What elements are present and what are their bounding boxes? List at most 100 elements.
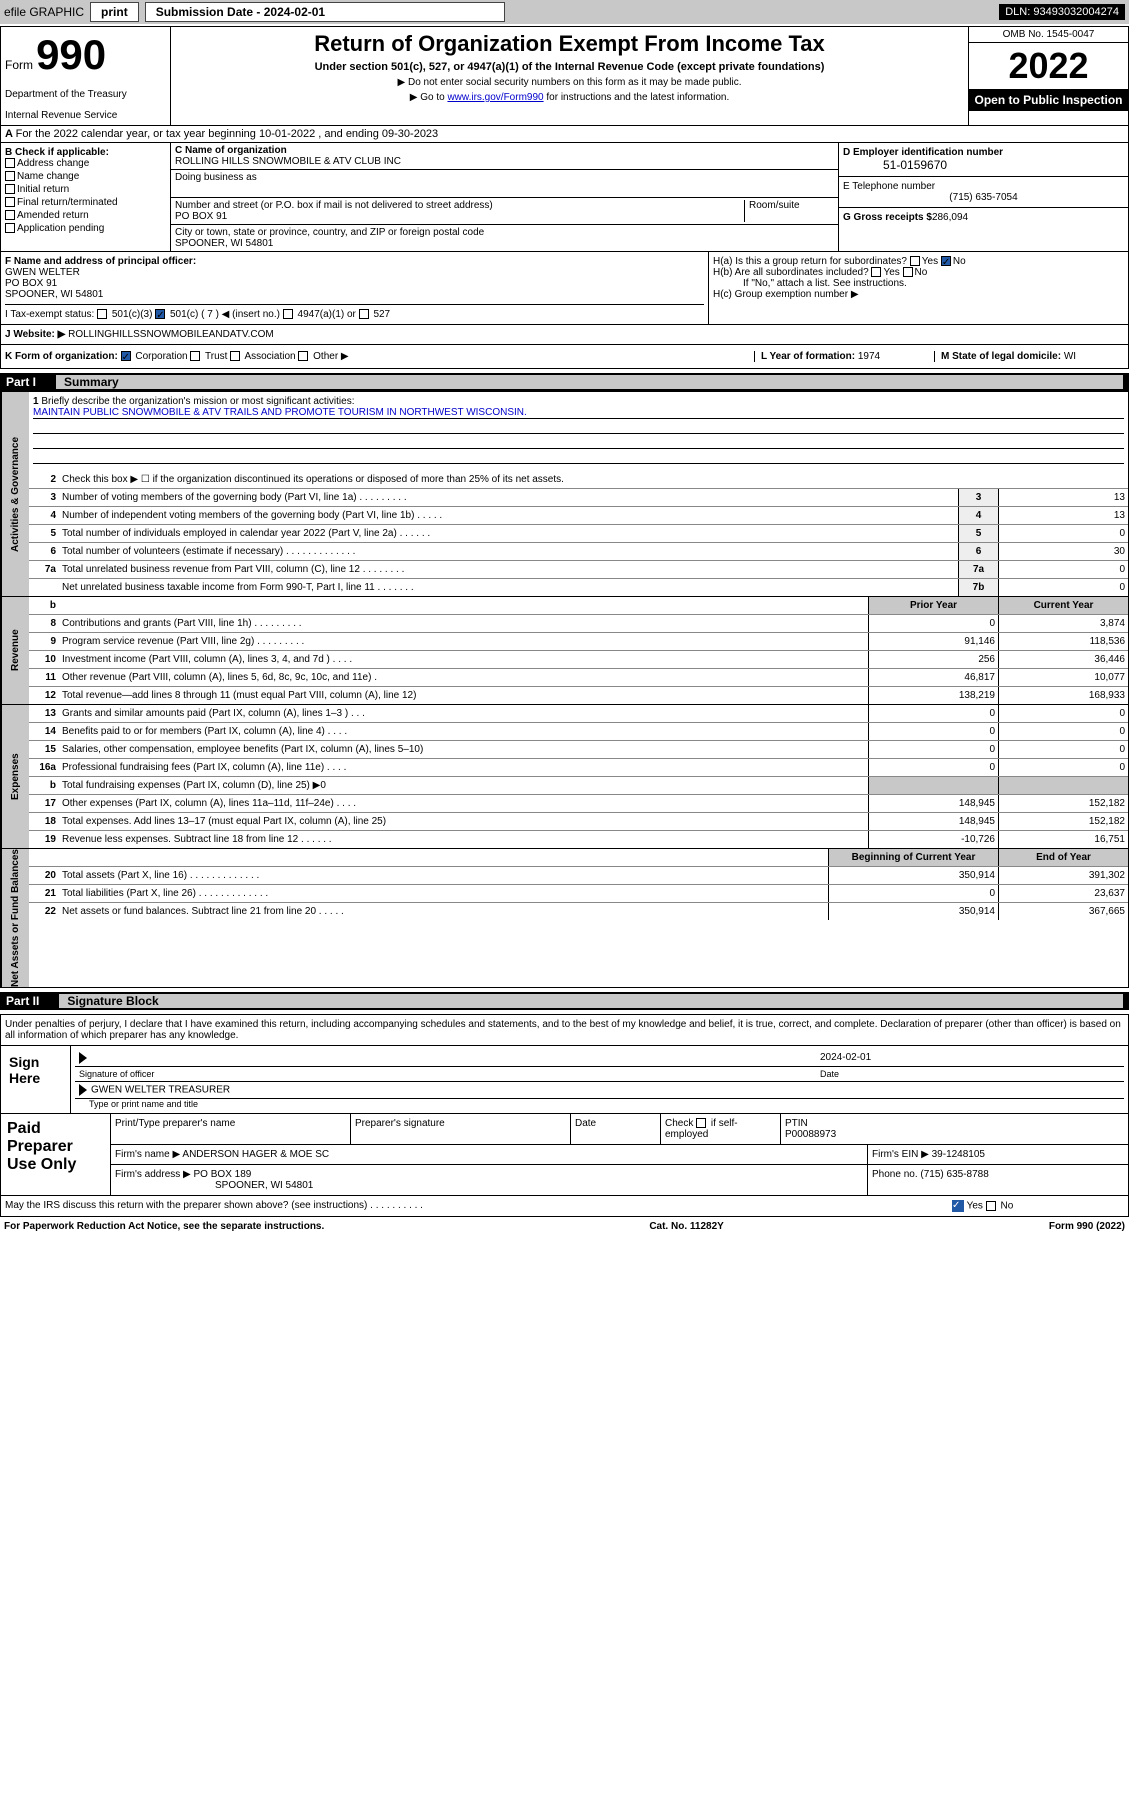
table-row: 10Investment income (Part VIII, column (… xyxy=(29,651,1128,669)
summary-rev: Revenue b Prior Year Current Year 8Contr… xyxy=(0,597,1129,705)
part1-header: Part I Summary xyxy=(0,373,1129,391)
irs-link[interactable]: www.irs.gov/Form990 xyxy=(447,92,543,103)
tax-year: 2022 xyxy=(969,43,1128,89)
city-row: City or town, state or province, country… xyxy=(171,225,838,251)
row-fh: F Name and address of principal officer:… xyxy=(0,252,1129,325)
sign-here-row: Sign Here 2024-02-01 Signature of office… xyxy=(1,1045,1128,1113)
form-year-box: OMB No. 1545-0047 2022 Open to Public In… xyxy=(968,27,1128,125)
open-inspection: Open to Public Inspection xyxy=(969,89,1128,111)
chk-527[interactable] xyxy=(359,309,369,319)
ein-row: D Employer identification number 51-0159… xyxy=(839,143,1128,177)
form-note1: ▶ Do not enter social security numbers o… xyxy=(175,77,964,88)
box-d: D Employer identification number 51-0159… xyxy=(838,143,1128,251)
box-f: F Name and address of principal officer:… xyxy=(1,252,708,324)
dept-treasury: Department of the Treasury xyxy=(5,89,166,100)
part2-header: Part II Signature Block xyxy=(0,992,1129,1010)
table-row: 4Number of independent voting members of… xyxy=(29,507,1128,525)
summary-exp: Expenses 13Grants and similar amounts pa… xyxy=(0,705,1129,849)
table-row: 9Program service revenue (Part VIII, lin… xyxy=(29,633,1128,651)
form-note2: ▶ Go to www.irs.gov/Form990 for instruct… xyxy=(175,92,964,103)
table-row: 11Other revenue (Part VIII, column (A), … xyxy=(29,669,1128,687)
row-i-tax-exempt: I Tax-exempt status: 501(c)(3) ✓ 501(c) … xyxy=(5,304,704,320)
pp-header-row: Print/Type preparer's name Preparer's si… xyxy=(111,1114,1128,1145)
paid-preparer-label: Paid Preparer Use Only xyxy=(1,1114,111,1195)
chk-501c[interactable]: ✓ xyxy=(155,309,165,319)
form-word: Form xyxy=(5,58,33,72)
box-l: L Year of formation: 1974 xyxy=(754,351,934,362)
line2: 2 Check this box ▶ ☐ if the organization… xyxy=(29,471,1128,489)
vtab-exp: Expenses xyxy=(1,705,29,848)
pp-addr-row: Firm's address ▶ PO BOX 189 SPOONER, WI … xyxy=(111,1165,1128,1195)
chk-amended: Amended return xyxy=(5,210,166,221)
sign-here-label: Sign Here xyxy=(1,1046,71,1113)
chk-trust[interactable] xyxy=(190,351,200,361)
table-row: bTotal fundraising expenses (Part IX, co… xyxy=(29,777,1128,795)
sig-name-line: GWEN WELTER TREASURER xyxy=(75,1082,1124,1099)
form-id-box: Form 990 Department of the Treasury Inte… xyxy=(1,27,171,125)
chk-may-no[interactable] xyxy=(986,1201,996,1211)
org-name-row: C Name of organization ROLLING HILLS SNO… xyxy=(171,143,838,170)
box-m: M State of legal domicile: WI xyxy=(934,351,1124,362)
row-k: K Form of organization: ✓ Corporation Tr… xyxy=(0,345,1129,369)
form-title: Return of Organization Exempt From Incom… xyxy=(175,31,964,57)
irs-label: Internal Revenue Service xyxy=(5,110,166,121)
page-footer: For Paperwork Reduction Act Notice, see … xyxy=(0,1217,1129,1236)
chk-501c3[interactable] xyxy=(97,309,107,319)
vtab-ag: Activities & Governance xyxy=(1,392,29,596)
topbar: efile GRAPHIC print Submission Date - 20… xyxy=(0,0,1129,24)
box-c: C Name of organization ROLLING HILLS SNO… xyxy=(171,143,838,251)
print-button[interactable]: print xyxy=(90,2,139,22)
line1-brief: 1 Briefly describe the organization's mi… xyxy=(29,392,1128,471)
table-row: 19Revenue less expenses. Subtract line 1… xyxy=(29,831,1128,848)
table-row: 20Total assets (Part X, line 16) . . . .… xyxy=(29,867,1128,885)
street-row: Number and street (or P.O. box if mail i… xyxy=(171,198,838,225)
tel-row: E Telephone number (715) 635-7054 xyxy=(839,177,1128,208)
hc-row: H(c) Group exemption number ▶ xyxy=(713,289,1124,300)
chk-4947[interactable] xyxy=(283,309,293,319)
form-header: Form 990 Department of the Treasury Inte… xyxy=(0,26,1129,126)
sig-officer-line: 2024-02-01 xyxy=(75,1050,1124,1067)
dln-label: DLN: 93493032004274 xyxy=(999,4,1125,20)
table-row: 21Total liabilities (Part X, line 26) . … xyxy=(29,885,1128,903)
vtab-na: Net Assets or Fund Balances xyxy=(1,849,29,987)
box-h: H(a) Is this a group return for subordin… xyxy=(708,252,1128,324)
table-row: 22Net assets or fund balances. Subtract … xyxy=(29,903,1128,920)
table-row: 12Total revenue—add lines 8 through 11 (… xyxy=(29,687,1128,704)
box-b: B Check if applicable: Address change Na… xyxy=(1,143,171,251)
pp-firm-row: Firm's address ▶Firm's name ▶ ANDERSON H… xyxy=(111,1145,1128,1165)
may-irs-row: May the IRS discuss this return with the… xyxy=(0,1196,1129,1217)
box-b-title: B Check if applicable: xyxy=(5,147,166,158)
efile-label: efile GRAPHIC xyxy=(4,5,84,19)
chk-corp[interactable]: ✓ xyxy=(121,351,131,361)
omb-number: OMB No. 1545-0047 xyxy=(969,27,1128,43)
chk-other[interactable] xyxy=(298,351,308,361)
chk-final: Final return/terminated xyxy=(5,197,166,208)
signature-block: Under penalties of perjury, I declare th… xyxy=(0,1014,1129,1114)
section-bcd: B Check if applicable: Address change Na… xyxy=(0,143,1129,252)
na-header-row: Beginning of Current Year End of Year xyxy=(29,849,1128,867)
ha-row: H(a) Is this a group return for subordin… xyxy=(713,256,1124,267)
table-row: 18Total expenses. Add lines 13–17 (must … xyxy=(29,813,1128,831)
table-row: 14Benefits paid to or for members (Part … xyxy=(29,723,1128,741)
paid-preparer: Paid Preparer Use Only Print/Type prepar… xyxy=(0,1114,1129,1196)
table-row: 17Other expenses (Part IX, column (A), l… xyxy=(29,795,1128,813)
arrow-icon xyxy=(79,1084,87,1096)
submission-date-button[interactable]: Submission Date - 2024-02-01 xyxy=(145,2,505,22)
chk-address: Address change xyxy=(5,158,166,169)
hb-note: If "No," attach a list. See instructions… xyxy=(713,278,1124,289)
table-row: 8Contributions and grants (Part VIII, li… xyxy=(29,615,1128,633)
summary-ag: Activities & Governance 1 Briefly descri… xyxy=(0,391,1129,597)
dba-row: Doing business as xyxy=(171,170,838,198)
vtab-rev: Revenue xyxy=(1,597,29,704)
table-row: 6Total number of volunteers (estimate if… xyxy=(29,543,1128,561)
chk-may-yes[interactable] xyxy=(952,1200,964,1212)
hb-row: H(b) Are all subordinates included? Yes … xyxy=(713,267,1124,278)
sig-declaration: Under penalties of perjury, I declare th… xyxy=(1,1015,1128,1045)
table-row: Net unrelated business taxable income fr… xyxy=(29,579,1128,596)
row-a-taxyear: A For the 2022 calendar year, or tax yea… xyxy=(0,126,1129,143)
chk-assoc[interactable] xyxy=(230,351,240,361)
table-row: 5Total number of individuals employed in… xyxy=(29,525,1128,543)
table-row: 7aTotal unrelated business revenue from … xyxy=(29,561,1128,579)
form-title-box: Return of Organization Exempt From Incom… xyxy=(171,27,968,125)
rev-header-row: b Prior Year Current Year xyxy=(29,597,1128,615)
